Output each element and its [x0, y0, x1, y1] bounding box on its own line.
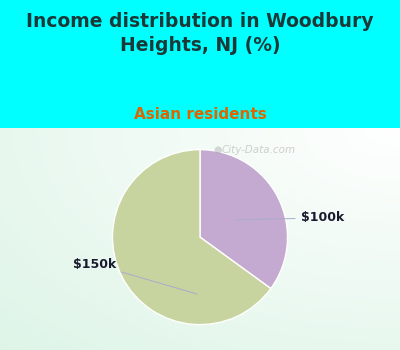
- Text: ●: ●: [213, 145, 222, 155]
- Text: $100k: $100k: [236, 211, 344, 224]
- Text: $150k: $150k: [73, 258, 197, 294]
- Text: Asian residents: Asian residents: [134, 107, 266, 122]
- Wedge shape: [112, 150, 271, 324]
- Text: Income distribution in Woodbury
Heights, NJ (%): Income distribution in Woodbury Heights,…: [26, 12, 374, 55]
- Wedge shape: [200, 150, 288, 288]
- Text: City-Data.com: City-Data.com: [222, 145, 296, 155]
